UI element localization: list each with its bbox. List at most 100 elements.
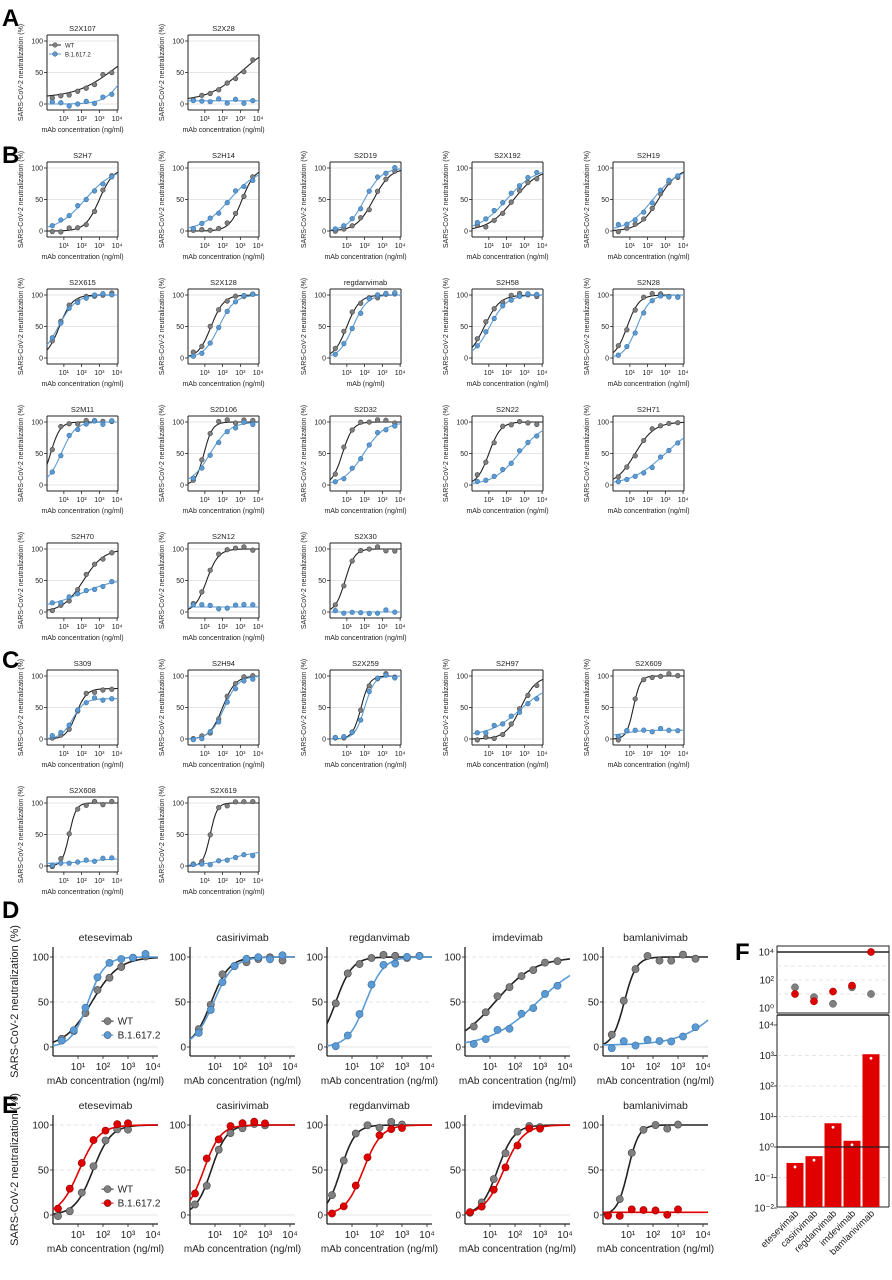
data-point-variant — [674, 1205, 682, 1214]
bar-point — [793, 1165, 797, 1169]
y-axis-label: SARS-CoV-2 neutralization (%) — [18, 151, 25, 248]
data-point-variant — [191, 1189, 199, 1198]
panel-title: S2N22 — [496, 405, 519, 414]
data-point-variant — [250, 98, 256, 104]
data-point-variant — [358, 456, 364, 462]
y-tick-label: 50 — [318, 578, 326, 585]
data-point-variant — [81, 1003, 90, 1012]
panel-title: S309 — [74, 659, 92, 668]
data-point-variant — [491, 722, 497, 728]
y-axis-label: SARS-CoV-2 neutralization (%) — [443, 278, 450, 375]
data-point-wt — [58, 856, 64, 862]
data-point-wt — [534, 682, 540, 689]
data-point-variant — [632, 330, 638, 336]
data-point-variant — [483, 730, 489, 736]
y-tick-label: 0 — [605, 736, 609, 743]
x-axis-label: mAb concentration (ng/ml) — [182, 381, 264, 388]
data-point-variant — [615, 1211, 624, 1220]
data-point-wt — [216, 551, 222, 557]
data-point-wt — [232, 293, 239, 299]
x-tick-label: 10¹ — [200, 878, 211, 885]
x-tick-label: 10² — [646, 1062, 661, 1073]
bar-point — [812, 1158, 816, 1162]
data-point-variant — [392, 290, 398, 296]
data-point-variant — [69, 1026, 78, 1035]
data-point-wt — [529, 966, 538, 975]
data-point-variant — [216, 439, 222, 446]
y-tick-label: 100 — [314, 292, 326, 299]
y-tick-label: 50 — [38, 1166, 50, 1177]
data-point-wt — [349, 427, 355, 433]
chart-panel-B-S2N12 — [185, 542, 260, 621]
chart-panel-C-S2H97 — [469, 669, 544, 748]
x-tick-label: 10³ — [235, 497, 246, 504]
panel-title: S2H70 — [71, 532, 94, 541]
data-point-wt — [615, 343, 621, 349]
y-tick-label: 100 — [597, 165, 609, 172]
y-tick-label: 0 — [180, 101, 184, 108]
y-axis-label: SARS-CoV-2 neutralization (%) — [159, 405, 166, 502]
data-point-variant — [224, 605, 230, 611]
fit-curve-variant — [326, 956, 432, 1047]
data-point-variant — [513, 1141, 522, 1150]
bar-point — [850, 1143, 854, 1147]
data-point-variant — [641, 209, 647, 215]
y-axis-label: SARS-CoV-2 neutralization (%) — [301, 278, 308, 375]
legend-label: WT — [65, 43, 75, 49]
chart-panel-C-S2X609 — [610, 669, 685, 748]
y-tick-label: 50 — [35, 197, 43, 204]
data-point-variant — [207, 862, 213, 868]
x-tick-label: 10⁴ — [112, 878, 123, 885]
x-tick-label: 10³ — [533, 1062, 548, 1073]
y-tick-label: 100 — [31, 673, 43, 680]
y-tick-label: 0 — [180, 1043, 186, 1054]
y-tick-label: 0 — [180, 736, 184, 743]
fit-curve-wt — [189, 956, 295, 1040]
data-point-variant — [216, 210, 222, 216]
data-point-variant — [366, 188, 372, 194]
y-axis-label: SARS-CoV-2 neutralization (%) — [159, 659, 166, 756]
data-point-wt — [366, 419, 372, 425]
data-point-wt — [218, 970, 227, 979]
fit-curve-wt — [471, 173, 544, 230]
panel-title: S2X615 — [69, 278, 96, 287]
x-tick-label: 10² — [233, 1230, 248, 1241]
x-tick-label: 10¹ — [200, 624, 211, 631]
data-point-wt — [349, 223, 355, 229]
data-point-variant — [214, 1135, 223, 1144]
data-point-wt — [508, 292, 514, 298]
data-point-variant — [250, 853, 256, 859]
data-point-variant — [66, 212, 72, 219]
data-point-variant — [124, 1119, 132, 1128]
x-tick-label: 10¹ — [342, 624, 353, 631]
data-point-wt — [500, 210, 506, 216]
data-point-variant — [500, 721, 506, 727]
data-point-variant — [624, 221, 630, 227]
y-tick-label: 0 — [593, 1211, 599, 1222]
y-tick-label: 50 — [176, 70, 184, 77]
data-point-variant — [226, 1122, 235, 1130]
data-point-variant — [374, 292, 381, 298]
fit-curve-wt — [189, 1124, 295, 1211]
x-axis-label: mAb concentration (ng/ml) — [459, 1076, 576, 1087]
x-tick-label: 10² — [77, 243, 88, 250]
x-tick-label: 10⁴ — [253, 624, 264, 631]
data-point-wt — [75, 806, 81, 812]
panel-title: S2D19 — [354, 151, 377, 160]
fit-curve-wt — [330, 169, 402, 232]
data-point-wt — [83, 802, 89, 808]
x-tick-label: 10² — [77, 624, 88, 631]
x-tick-label: 10⁴ — [537, 751, 548, 758]
data-point-wt — [91, 689, 98, 695]
y-tick-label: 50 — [176, 578, 184, 585]
legend-marker — [103, 1185, 112, 1193]
data-point-variant — [49, 469, 55, 475]
data-point-wt — [624, 327, 630, 333]
x-tick-label: 10³ — [660, 243, 671, 250]
data-point-variant — [657, 187, 664, 193]
data-point-variant — [75, 426, 81, 433]
data-point-variant — [199, 220, 205, 226]
x-tick-label: 10⁴ — [112, 624, 123, 631]
x-tick-label: 10¹ — [625, 370, 636, 377]
data-point-wt — [232, 75, 239, 82]
